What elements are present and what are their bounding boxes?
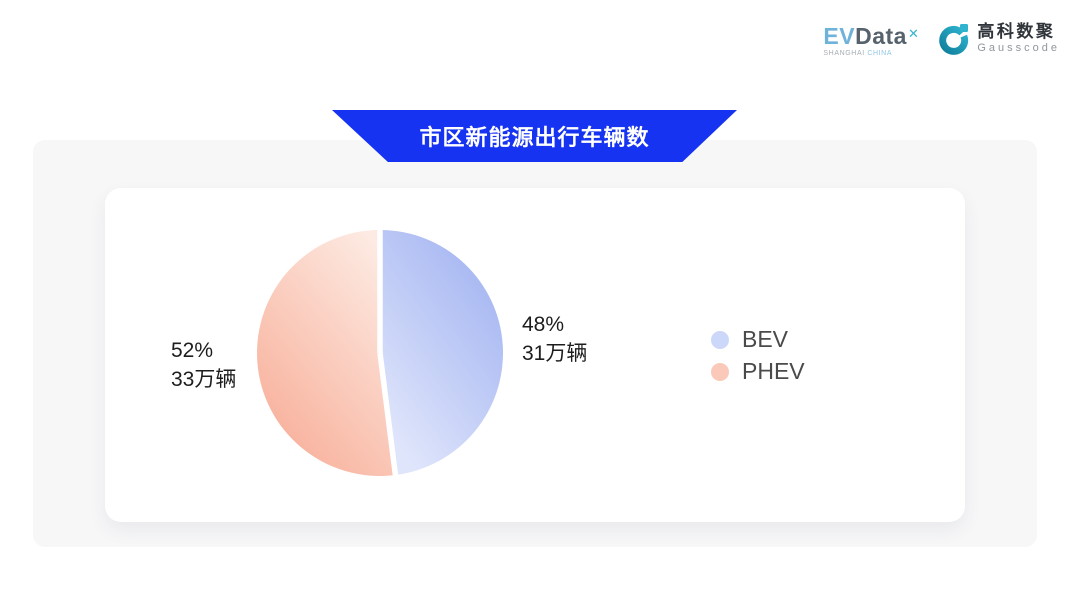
legend-dot-phev [711, 362, 729, 381]
bev-percent: 48% [522, 313, 565, 336]
pie-label-phev: 52% 33万辆 [171, 336, 236, 394]
bev-value: 31万辆 [522, 342, 588, 365]
legend-item-bev[interactable]: BEV [711, 328, 805, 351]
chart-card: 52% 33万辆 48% 31万辆 BEV PHEV [105, 188, 965, 522]
evdata-subtext-china: CHINA [867, 50, 893, 57]
evdata-ev-text: EV [823, 23, 856, 49]
gausscode-en-text: Gausscode [977, 41, 1060, 54]
legend-label-bev: BEV [742, 326, 789, 352]
evdata-logo-text: EVData✕ [823, 22, 919, 48]
pie-slice-bev[interactable] [380, 230, 504, 476]
evdata-subtext-shanghai: SHANGHAI [823, 50, 865, 57]
chart-title: 市区新能源出行车辆数 [419, 125, 650, 150]
header-logos: EVData✕ SHANGHAI CHINA 高科数聚 Gausscode [823, 20, 1060, 58]
legend-item-phev[interactable]: PHEV [711, 360, 805, 383]
chart-panel: 52% 33万辆 48% 31万辆 BEV PHEV [33, 140, 1037, 547]
gausscode-logo: 高科数聚 Gausscode [935, 20, 1060, 56]
evdata-data-text: Data [855, 23, 907, 49]
evdata-x-icon: ✕ [907, 26, 920, 41]
gausscode-cn-text: 高科数聚 [977, 21, 1056, 41]
chart-title-banner: 市区新能源出行车辆数 [332, 110, 737, 162]
pie-label-bev: 48% 31万辆 [522, 310, 587, 368]
chart-legend: BEV PHEV [711, 328, 805, 383]
evdata-logo: EVData✕ SHANGHAI CHINA [823, 20, 919, 57]
legend-label-phev: PHEV [742, 358, 805, 384]
pie-chart [257, 225, 504, 481]
gausscode-text: 高科数聚 Gausscode [977, 22, 1060, 55]
pie-slice-divider [377, 352, 399, 481]
evdata-logo-subtext: SHANGHAI CHINA [823, 50, 919, 57]
pie-slice-phev[interactable] [257, 230, 396, 476]
phev-value: 33万辆 [171, 368, 237, 391]
phev-percent: 52% [171, 339, 214, 362]
gausscode-g-icon [939, 24, 969, 55]
legend-dot-bev [711, 330, 729, 349]
